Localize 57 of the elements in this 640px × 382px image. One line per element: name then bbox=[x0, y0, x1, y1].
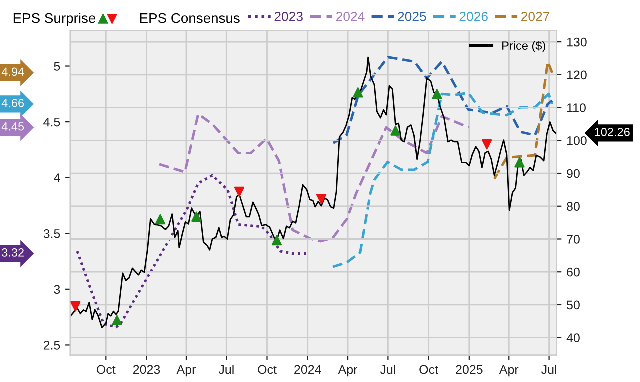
y2-tick-label: 40 bbox=[566, 334, 580, 342]
point bbox=[482, 140, 492, 150]
legend-title: EPS Consensus bbox=[140, 13, 240, 24]
y2-tick-label: 100 bbox=[567, 136, 587, 146]
point bbox=[272, 235, 282, 246]
text: 4.45 bbox=[2, 122, 24, 131]
y2-tick-label: 120 bbox=[567, 70, 587, 80]
point bbox=[353, 88, 364, 98]
point bbox=[155, 214, 166, 225]
point bbox=[112, 315, 122, 326]
legend-label: 2023 bbox=[274, 12, 303, 22]
y2-tick-label: 70 bbox=[567, 235, 580, 244]
text: 102.26 bbox=[595, 128, 630, 136]
y-tick-label: 3 bbox=[54, 285, 60, 294]
x-tick-label: 2023 bbox=[133, 365, 160, 374]
y-tick-label: 2.5 bbox=[44, 341, 60, 350]
x-tick-label: Oct bbox=[420, 365, 438, 374]
x-tick-label: Jul bbox=[218, 364, 234, 374]
legend-label: 2027 bbox=[522, 12, 550, 22]
text: EPS Surprise bbox=[14, 13, 96, 26]
y2-tick-label: 130 bbox=[567, 38, 587, 47]
text: 4.94 bbox=[2, 68, 24, 76]
point bbox=[70, 302, 81, 312]
legend-label: 2024 bbox=[336, 12, 365, 22]
line-series bbox=[158, 112, 470, 243]
point bbox=[316, 194, 327, 204]
y2-tick-label: 90 bbox=[567, 169, 580, 178]
line-series bbox=[332, 56, 554, 145]
x-tick-label: Apr bbox=[499, 365, 519, 377]
x-tick-label: 2024 bbox=[294, 365, 322, 374]
y2-tick-label: 80 bbox=[567, 202, 580, 212]
legend-label: 2026 bbox=[460, 12, 488, 22]
y-tick-label: 5 bbox=[54, 62, 60, 71]
text: 4.66 bbox=[2, 99, 24, 108]
legend-label: Price ($) bbox=[502, 41, 546, 52]
point bbox=[192, 212, 202, 222]
point bbox=[390, 126, 401, 136]
point bbox=[432, 89, 442, 100]
legend-label: 2025 bbox=[398, 12, 426, 22]
y2-tick-label: 110 bbox=[567, 104, 586, 112]
point bbox=[234, 186, 245, 198]
y-tick-label: 4.5 bbox=[44, 118, 60, 127]
line-series bbox=[70, 56, 557, 328]
text: 3.32 bbox=[2, 248, 24, 257]
line-series bbox=[76, 174, 308, 329]
x-tick-label: Apr bbox=[338, 365, 358, 377]
point bbox=[514, 158, 525, 168]
y2-tick-label: 60 bbox=[567, 268, 580, 277]
x-tick-label: Jul bbox=[542, 364, 556, 374]
y-tick-label: 3.5 bbox=[44, 229, 60, 238]
x-tick-label: 2025 bbox=[456, 365, 483, 374]
y2-tick-label: 50 bbox=[567, 300, 580, 310]
x-tick-label: Oct bbox=[258, 365, 277, 374]
x-tick-label: Apr bbox=[176, 365, 196, 377]
y-tick-label: 4 bbox=[54, 174, 60, 182]
x-tick-label: Oct bbox=[97, 365, 116, 374]
x-tick-label: Jul bbox=[380, 364, 396, 374]
